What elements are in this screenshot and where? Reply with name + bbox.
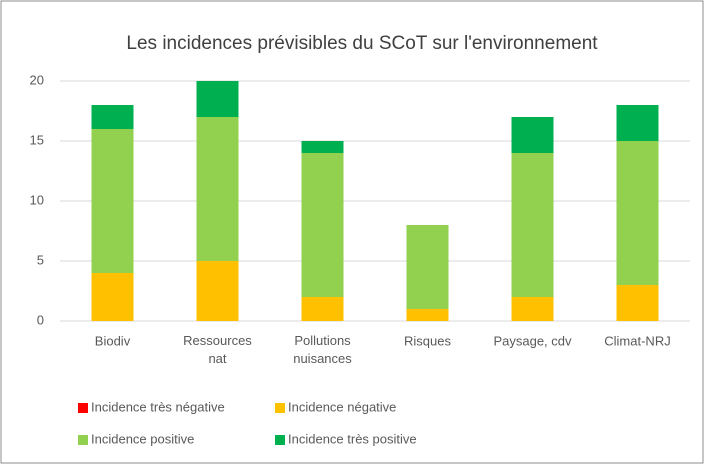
bar-segment (511, 153, 554, 297)
bar-segment (406, 309, 449, 321)
bar-segment (301, 141, 344, 153)
legend-swatch (78, 435, 88, 445)
bar-segment (406, 225, 449, 309)
x-tick-label-line: Pollutions (294, 333, 351, 348)
x-tick-label: Paysage, cdv (493, 333, 572, 348)
y-tick-label: 20 (30, 72, 44, 87)
y-tick-label: 0 (37, 312, 44, 327)
x-tick-label-line: nat (208, 351, 226, 366)
y-tick-label: 10 (30, 192, 44, 207)
x-tick-label: Pollutions nuisances (293, 333, 352, 366)
legend-label: Incidence très négative (91, 399, 225, 414)
x-tick-label: Ressources nat (183, 333, 252, 366)
x-tick-label-line: Ressources (183, 333, 252, 348)
bar-segment (196, 117, 239, 261)
bar-segment (196, 81, 239, 117)
legend-swatch (275, 435, 285, 445)
bar-segment (91, 273, 134, 321)
y-tick-label: 5 (37, 252, 44, 267)
x-tick-label: Biodiv (95, 333, 131, 348)
bar-segment (616, 105, 659, 141)
y-tick-label: 15 (30, 132, 44, 147)
bar-segment (301, 297, 344, 321)
bar-segment (511, 297, 554, 321)
bar-segment (91, 105, 134, 129)
legend-label: Incidence négative (288, 399, 396, 414)
bar-segment (616, 285, 659, 321)
bar-segment (616, 141, 659, 285)
bar-segment (196, 261, 239, 321)
legend-swatch (275, 403, 285, 413)
bar-segment (91, 129, 134, 273)
bar-segment (511, 117, 554, 153)
legend-swatch (78, 403, 88, 413)
chart-title: Les incidences prévisibles du SCoT sur l… (126, 33, 598, 54)
x-tick-label: Climat-NRJ (604, 333, 670, 348)
x-tick-label-line: nuisances (293, 351, 352, 366)
legend-label: Incidence très positive (288, 431, 417, 446)
x-tick-label: Risques (404, 333, 451, 348)
legend-label: Incidence positive (91, 431, 194, 446)
bar-segment (301, 153, 344, 297)
